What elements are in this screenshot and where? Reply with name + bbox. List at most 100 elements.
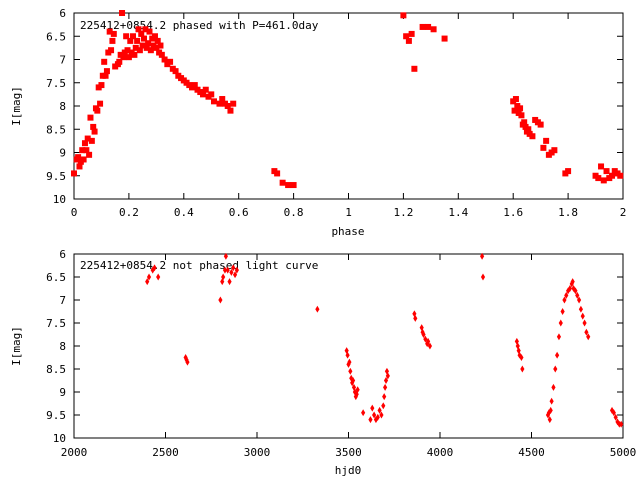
- data-point: [548, 406, 553, 414]
- y-tick-label: 7.5: [46, 77, 66, 90]
- data-point: [423, 335, 428, 343]
- data-point: [377, 406, 382, 414]
- data-point: [519, 354, 524, 361]
- data-point: [146, 28, 153, 35]
- data-point: [227, 278, 232, 286]
- data-point: [517, 105, 524, 112]
- data-point: [575, 291, 580, 299]
- data-point: [419, 324, 424, 332]
- data-point: [202, 86, 209, 93]
- y-tick-label: 9.5: [46, 170, 66, 183]
- data-point: [537, 121, 544, 128]
- data-point: [146, 273, 152, 281]
- data-point: [430, 26, 437, 33]
- data-point: [119, 10, 126, 16]
- data-point: [547, 416, 552, 424]
- data-point: [98, 82, 105, 89]
- x-tick-label: 0: [71, 206, 78, 219]
- data-point: [385, 372, 390, 380]
- data-point: [549, 397, 554, 405]
- y-ticks: 6 6.5 7 7.5 8 8.5 9 9.5 10: [46, 7, 623, 206]
- data-point: [480, 252, 485, 260]
- data-point: [140, 35, 147, 42]
- data-point: [540, 144, 547, 151]
- data-point: [600, 177, 607, 184]
- data-point: [411, 65, 418, 72]
- y-tick-label: 10: [53, 432, 66, 445]
- phased-light-curve-panel: 225412+0854.2 phased with P=461.0day pha…: [10, 7, 626, 238]
- chart-title: 225412+0854.2 not phased light curve: [80, 259, 318, 272]
- data-point: [617, 172, 624, 179]
- data-point: [565, 168, 572, 175]
- data-point: [221, 273, 226, 281]
- data-point: [185, 358, 190, 366]
- y-ticks: 6 6.5 7 7.5 8 8.5 9 9.5 10: [46, 248, 623, 445]
- data-point: [558, 319, 563, 327]
- data-point: [516, 347, 521, 355]
- data-point: [368, 416, 373, 424]
- y-tick-label: 9: [59, 386, 66, 399]
- data-point: [88, 137, 95, 144]
- data-point: [156, 273, 161, 281]
- data-point: [441, 35, 448, 42]
- data-point: [71, 170, 77, 177]
- data-point: [543, 137, 550, 144]
- x-tick-label: 3000: [244, 446, 271, 459]
- data-point: [110, 30, 117, 37]
- y-tick-label: 9.5: [46, 409, 66, 422]
- data-point: [551, 383, 556, 391]
- x-tick-label: 2500: [152, 446, 179, 459]
- data-point: [382, 393, 387, 401]
- data-point: [103, 68, 110, 75]
- data-point: [232, 271, 238, 279]
- data-point: [520, 365, 525, 373]
- data-point: [555, 351, 560, 359]
- data-point: [315, 305, 320, 313]
- data-point: [229, 268, 234, 276]
- y-tick-label: 8: [59, 340, 66, 353]
- data-point: [584, 328, 589, 336]
- x-tick-label: 0.4: [174, 206, 194, 219]
- data-point: [383, 383, 388, 391]
- y-axis-label: I[mag]: [10, 86, 23, 126]
- y-axis-label: I[mag]: [10, 326, 23, 366]
- data-point: [222, 266, 228, 274]
- data-point: [152, 264, 157, 272]
- data-point: [285, 182, 292, 189]
- data-point: [576, 296, 582, 304]
- data-point: [108, 47, 115, 54]
- data-point: [91, 128, 98, 135]
- y-tick-label: 9: [59, 147, 66, 160]
- data-point: [208, 91, 215, 98]
- data-point: [354, 390, 359, 398]
- data-point: [562, 296, 567, 304]
- data-point: [97, 100, 104, 107]
- data-points: [71, 10, 624, 189]
- data-points: [145, 252, 624, 428]
- data-point: [564, 291, 569, 299]
- y-tick-label: 7.5: [46, 317, 66, 330]
- data-point: [383, 377, 389, 384]
- data-point: [351, 383, 357, 391]
- data-point: [412, 310, 417, 318]
- data-point: [518, 112, 525, 119]
- data-point: [421, 331, 426, 338]
- data-point: [613, 413, 618, 421]
- x-tick-label: 0.6: [229, 206, 249, 219]
- x-ticks: 2000 2500 3000 3500 4000 4500 5000: [61, 254, 636, 459]
- data-point: [375, 413, 380, 421]
- data-point: [80, 156, 87, 163]
- data-point: [512, 96, 519, 103]
- y-tick-label: 6.5: [46, 30, 66, 43]
- data-point: [405, 37, 412, 44]
- y-tick-label: 8.5: [46, 363, 66, 376]
- data-point: [350, 377, 356, 384]
- data-point: [580, 312, 585, 320]
- data-point: [598, 163, 605, 170]
- data-point: [231, 264, 236, 272]
- y-tick-label: 6.5: [46, 271, 66, 284]
- x-tick-label: 1.4: [448, 206, 468, 219]
- data-point: [210, 98, 217, 105]
- data-point: [529, 133, 536, 140]
